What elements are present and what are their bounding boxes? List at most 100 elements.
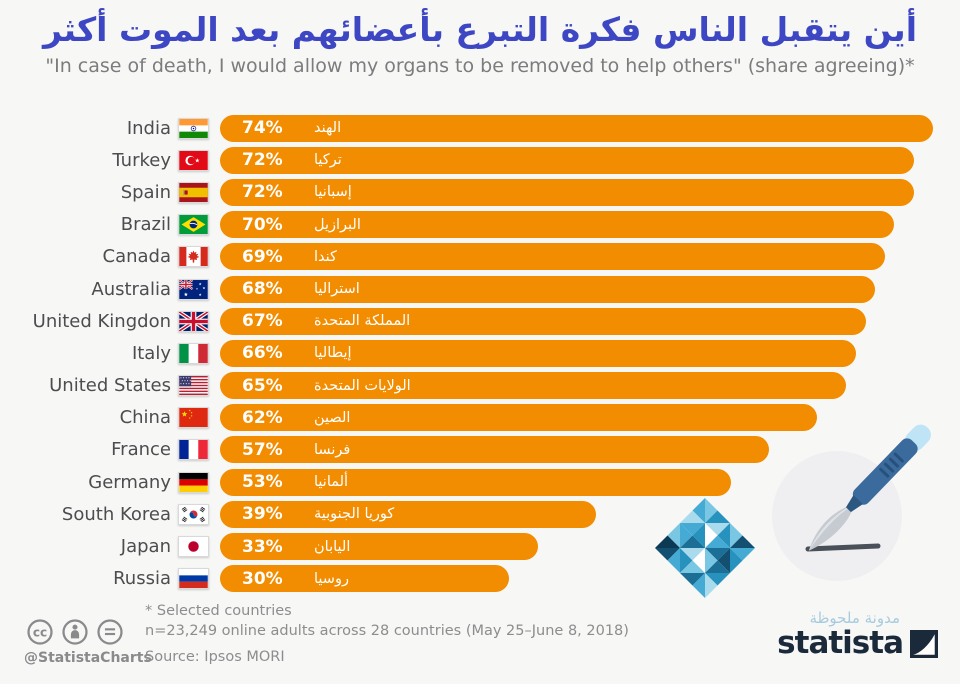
selected-countries-note: * Selected countries (145, 603, 292, 619)
statista-brand: مدونة ملحوظة statista (777, 609, 938, 659)
country-label: France (111, 439, 171, 461)
country-label: China (119, 407, 171, 429)
bar-row: Australia 68% استراليا (0, 273, 960, 305)
source-note: Source: Ipsos MORI (145, 649, 285, 665)
country-label: Australia (91, 278, 171, 300)
bar-row: Spain 72% إسبانيا (0, 176, 960, 208)
us-flag (178, 375, 209, 397)
bar: 62% الصين (220, 404, 817, 432)
bar-value: 53% (242, 472, 283, 493)
country-label: South Korea (61, 503, 171, 525)
sample-note: n=23,249 online adults across 28 countri… (145, 623, 629, 639)
bar-value: 62% (242, 407, 283, 428)
bar-row: United Kingdon 67% المملكة المتحدة (0, 305, 960, 337)
bar-country-arabic: إسبانيا (314, 184, 352, 201)
bar-country-arabic: البرازيل (314, 216, 361, 233)
spain-flag (178, 181, 209, 203)
bar-row: Japan 33% اليابان (0, 530, 960, 562)
bar-row: Italy 66% إيطاليا (0, 337, 960, 369)
bar: 72% تركيا (220, 146, 914, 174)
scalpel-illustration (772, 424, 931, 581)
bar-country-arabic: روسيا (314, 570, 349, 587)
brazil-flag (178, 214, 209, 236)
equals-icon (97, 619, 123, 645)
japan-flag (178, 536, 209, 558)
bar-country-arabic: استراليا (314, 281, 360, 298)
bar-row: India 74% الهند (0, 112, 960, 144)
bar-row: Canada 69% كندا (0, 241, 960, 273)
footnotes: * Selected countries n=23,249 online adu… (145, 601, 629, 667)
russia-flag (178, 568, 209, 590)
svg-text:cc: cc (33, 625, 47, 639)
header: أين يتقبل الناس فكرة التبرع بأعضائهم بعد… (0, 6, 960, 77)
bar: 74% الهند (220, 114, 933, 142)
bar-row: Turkey 72% تركيا (0, 144, 960, 176)
south-korea-flag (178, 503, 209, 525)
bar-country-arabic: الولايات المتحدة (314, 377, 411, 394)
turkey-flag (178, 149, 209, 171)
country-label: Russia (113, 568, 171, 590)
country-label: India (126, 117, 171, 139)
country-label: Spain (120, 181, 171, 203)
cc-license-icons: cc (26, 618, 124, 646)
cc-icon: cc (27, 619, 53, 645)
mosaic-diamond-logo (655, 498, 755, 598)
bar-value: 39% (242, 504, 283, 525)
subtitle: "In case of death, I would allow my orga… (45, 54, 915, 77)
uk-flag (178, 310, 209, 332)
country-label: Brazil (120, 214, 171, 236)
bar-country-arabic: تركيا (314, 152, 342, 169)
india-flag (178, 117, 209, 139)
bar-value: 33% (242, 536, 283, 557)
bar-value: 69% (242, 246, 283, 267)
country-label: Turkey (112, 149, 171, 171)
germany-flag (178, 471, 209, 493)
bar: 68% استراليا (220, 275, 875, 303)
credit-handle: @StatistaCharts (24, 650, 152, 666)
country-label: United Kingdon (32, 310, 171, 332)
bar: 69% كندا (220, 243, 885, 271)
bar: 65% الولايات المتحدة (220, 372, 846, 400)
bar-value: 67% (242, 311, 283, 332)
bar-row: United States 65% الولايات المتحدة (0, 370, 960, 402)
bar-row: China 62% الصين (0, 402, 960, 434)
bar-chart: India 74% الهند Turkey 72% تركيا Spain 7… (0, 112, 960, 595)
bar-value: 30% (242, 568, 283, 589)
bar-value: 72% (242, 150, 283, 171)
china-flag (178, 407, 209, 429)
bar-row: Germany 53% ألمانيا (0, 466, 960, 498)
bar-country-arabic: اليابان (314, 538, 351, 555)
bar: 72% إسبانيا (220, 178, 914, 206)
bar-row: Russia 30% روسيا (0, 563, 960, 595)
country-label: Canada (102, 246, 172, 268)
page-title: أين يتقبل الناس فكرة التبرع بأعضائهم بعد… (42, 10, 918, 49)
bar: 30% روسيا (220, 565, 509, 593)
bar-country-arabic: الهند (314, 120, 342, 137)
bar-value: 65% (242, 375, 283, 396)
bar-value: 66% (242, 343, 283, 364)
country-label: United States (49, 375, 171, 397)
bar: 66% إيطاليا (220, 339, 856, 367)
country-label: Germany (88, 471, 171, 493)
bar: 39% كوريا الجنوبية (220, 500, 596, 528)
brand-arabic-label: مدونة ملحوظة (809, 609, 900, 627)
bar-country-arabic: إيطاليا (314, 345, 352, 362)
bar: 67% المملكة المتحدة (220, 307, 866, 335)
scalpel-icon (808, 424, 931, 551)
bar-value: 68% (242, 279, 283, 300)
bar: 53% ألمانيا (220, 468, 731, 496)
bar-value: 70% (242, 214, 283, 235)
bar: 33% اليابان (220, 533, 538, 561)
bar-value: 57% (242, 439, 283, 460)
bar: 57% فرنسا (220, 436, 769, 464)
statista-logo-square (910, 629, 938, 658)
incision-line (805, 543, 881, 552)
bar-country-arabic: ألمانيا (314, 474, 349, 491)
italy-flag (178, 342, 209, 364)
country-label: Italy (131, 342, 171, 364)
canada-flag (178, 246, 209, 268)
bar-row: Brazil 70% البرازيل (0, 209, 960, 241)
bar-value: 72% (242, 182, 283, 203)
statista-wordmark: statista (777, 625, 904, 661)
